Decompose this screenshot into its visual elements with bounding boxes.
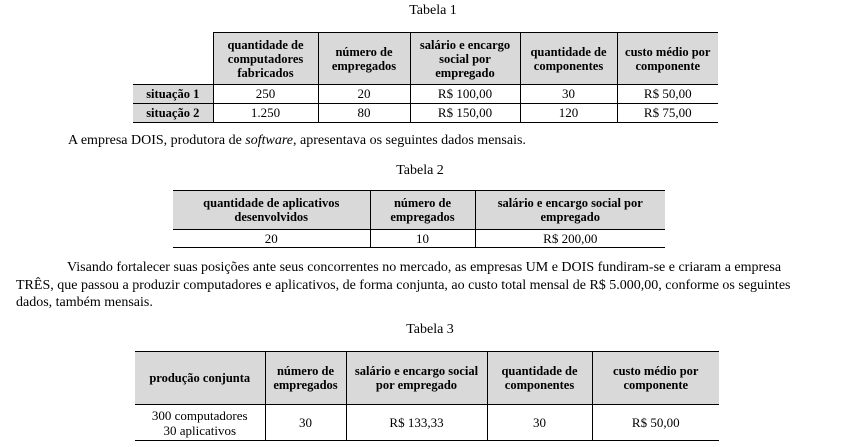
cell-line: 300 computadores bbox=[151, 407, 248, 423]
text: , apresentava os seguintes dados mensais… bbox=[293, 133, 526, 148]
paragraph-1: A empresa DOIS, produtora de software, a… bbox=[68, 132, 526, 150]
cell: R$ 133,33 bbox=[345, 404, 487, 441]
cell: R$ 75,00 bbox=[616, 103, 718, 123]
row-label: situação 1 bbox=[133, 84, 213, 104]
cell: 30 bbox=[486, 404, 592, 441]
table1-header: quantidade de componentes bbox=[519, 32, 617, 85]
table1-header: custo médio por componente bbox=[616, 32, 718, 85]
cell: 20 bbox=[173, 229, 370, 248]
table1-caption: Tabela 1 bbox=[409, 3, 457, 18]
cell: 250 bbox=[212, 84, 318, 104]
cell: 300 computadores 30 aplicativos bbox=[135, 404, 265, 441]
table-row: situação 2 1.250 80 R$ 150,00 120 R$ 75,… bbox=[133, 103, 718, 123]
table3-header: quantidade de componentes bbox=[486, 351, 592, 405]
text-line: Visando fortalecer suas posições ante se… bbox=[67, 260, 782, 275]
cell: 30 bbox=[264, 404, 346, 441]
cell: R$ 200,00 bbox=[474, 229, 665, 248]
cell: R$ 100,00 bbox=[409, 84, 520, 104]
cell-line: 30 aplicativos bbox=[163, 422, 237, 438]
table-row: 300 computadores 30 aplicativos 30 R$ 13… bbox=[135, 404, 719, 441]
cell: R$ 50,00 bbox=[591, 404, 719, 441]
cell: 10 bbox=[369, 229, 475, 248]
cell: 80 bbox=[317, 103, 410, 123]
table1-header: quantidade de computadores fabricados bbox=[212, 32, 318, 85]
table1-header: salário e encargo social por empregado bbox=[409, 32, 520, 85]
table2: quantidade de aplicativos desenvolvidos … bbox=[173, 190, 665, 248]
cell: R$ 50,00 bbox=[616, 84, 718, 104]
paragraph-2: Visando fortalecer suas posições ante se… bbox=[16, 259, 866, 312]
cell: 30 bbox=[519, 84, 617, 104]
cell: 20 bbox=[317, 84, 410, 104]
table1-header: número de empregados bbox=[317, 32, 410, 85]
table3: produção conjunta número de empregados s… bbox=[135, 351, 719, 441]
text-line: dados, também mensais. bbox=[16, 295, 153, 310]
table1-header-blank bbox=[133, 32, 213, 85]
table3-header: custo médio por componente bbox=[591, 351, 719, 405]
table1: quantidade de computadores fabricados nú… bbox=[133, 32, 718, 123]
table3-header: salário e encargo social por empregado bbox=[345, 351, 487, 405]
table2-header: número de empregados bbox=[369, 190, 475, 230]
row-label: situação 2 bbox=[133, 103, 213, 123]
text-italic: software bbox=[245, 133, 294, 148]
table-row: situação 1 250 20 R$ 100,00 30 R$ 50,00 bbox=[133, 84, 718, 104]
text-line: TRÊS, que passou a produzir computadores… bbox=[16, 277, 791, 293]
cell: 120 bbox=[519, 103, 617, 123]
table3-header: produção conjunta bbox=[135, 351, 265, 405]
cell: R$ 150,00 bbox=[409, 103, 520, 123]
table2-header: quantidade de aplicativos desenvolvidos bbox=[173, 190, 370, 230]
table2-caption: Tabela 2 bbox=[396, 163, 444, 178]
text: A empresa DOIS, produtora de bbox=[68, 133, 246, 148]
table3-caption: Tabela 3 bbox=[406, 322, 454, 337]
table3-header: número de empregados bbox=[264, 351, 346, 405]
table2-header: salário e encargo social por empregado bbox=[474, 190, 665, 230]
table-row: 20 10 R$ 200,00 bbox=[173, 229, 665, 248]
cell: 1.250 bbox=[212, 103, 318, 123]
